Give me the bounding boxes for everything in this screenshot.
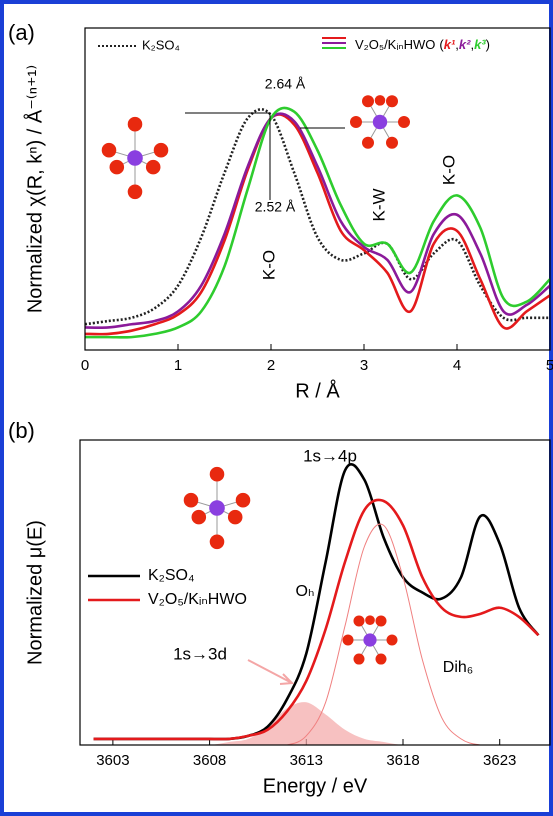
x-tick-label: 3618 — [386, 752, 419, 769]
oxygen — [146, 160, 161, 175]
oxygen — [236, 493, 251, 508]
legend-text: k³ — [474, 37, 486, 52]
x-tick-label: 3 — [360, 357, 368, 374]
oxygen — [102, 143, 117, 158]
oxygen — [128, 117, 143, 132]
figure: (a) 0 1 2 3 4 5 R / Å Normalized χ(R, kⁿ) / Å⁻⁽ⁿ… — [0, 0, 553, 816]
legend-label: K₂SO₄ — [148, 567, 195, 584]
annotation: 2.52 Å — [255, 199, 296, 215]
x-tick-label: 3608 — [193, 752, 226, 769]
oxygen — [210, 467, 225, 482]
oxygen — [354, 654, 365, 665]
oxygen — [376, 615, 387, 626]
oxygen — [343, 635, 354, 646]
panel-label: (b) — [8, 418, 35, 443]
potassium — [373, 115, 387, 129]
x-tick-label: 3623 — [483, 752, 516, 769]
x-tick-label: 3603 — [96, 752, 129, 769]
potassium — [127, 150, 143, 166]
oxygen — [365, 615, 375, 625]
x-tick-label: 5 — [546, 357, 553, 374]
oxygen — [184, 493, 199, 508]
oxygen — [228, 510, 243, 525]
potassium — [363, 633, 376, 646]
oxygen — [362, 137, 374, 149]
oxygen — [110, 160, 125, 175]
y-axis-label: Normalized χ(R, kⁿ) / Å⁻⁽ⁿ⁺¹⁾ — [23, 65, 46, 313]
oxygen — [375, 95, 386, 106]
oxygen — [210, 535, 225, 550]
legend-text: k² — [459, 37, 471, 52]
oxygen — [128, 185, 143, 200]
x-tick-label: 3613 — [290, 752, 323, 769]
oxygen — [387, 635, 398, 646]
x-axis-label: R / Å — [295, 379, 340, 402]
legend-text: ) — [486, 37, 490, 52]
oxygen — [192, 510, 207, 525]
y-axis-label: Normalized μ(E) — [24, 520, 46, 665]
x-tick-label: 0 — [81, 357, 89, 374]
oxygen — [154, 143, 169, 158]
legend-text: V₂O₅/KᵢₙHWO — [355, 37, 435, 52]
annotation: 1s→3d — [173, 644, 227, 663]
potassium — [209, 500, 225, 516]
x-axis-label: Energy / eV — [263, 775, 368, 797]
x-tick-label: 1 — [174, 357, 182, 374]
annotation: Dih₆ — [443, 659, 473, 676]
oxygen — [354, 615, 365, 626]
legend-label: V₂O₅/KᵢₙHWO(k¹,k²,k³) — [355, 37, 490, 52]
annotation: K-O — [439, 155, 458, 185]
oxygen — [376, 654, 387, 665]
panel-label: (a) — [8, 20, 35, 45]
legend-label: V₂O₅/KᵢₙHWO — [148, 591, 247, 608]
legend-label: K₂SO₄ — [142, 37, 180, 52]
oxygen — [386, 137, 398, 149]
oxygen — [362, 95, 374, 107]
annotation: K-O — [259, 250, 278, 280]
annotation: 2.64 Å — [265, 76, 306, 92]
annotation: Oₕ — [296, 583, 315, 600]
annotation: K-W — [369, 188, 388, 221]
annotation: 1s→4p — [303, 446, 357, 465]
oxygen — [386, 95, 398, 107]
x-tick-label: 2 — [267, 357, 275, 374]
oxygen — [350, 116, 362, 128]
x-tick-label: 4 — [453, 357, 461, 374]
legend-text: k¹ — [444, 37, 456, 52]
oxygen — [398, 116, 410, 128]
